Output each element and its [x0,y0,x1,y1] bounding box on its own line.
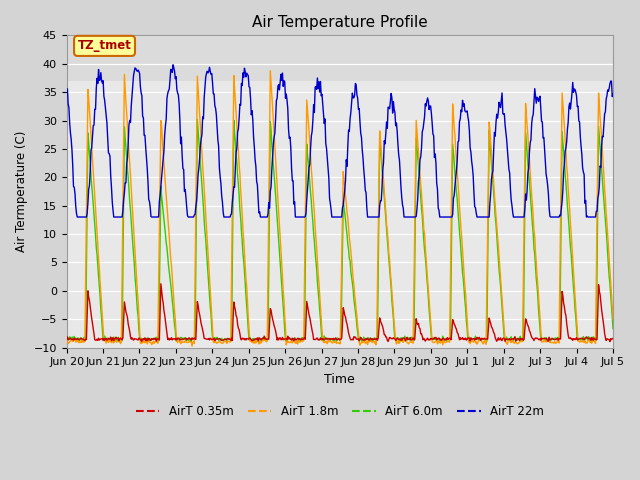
Title: Air Temperature Profile: Air Temperature Profile [252,15,428,30]
Bar [67,36,613,81]
Text: TZ_tmet: TZ_tmet [77,39,131,52]
Y-axis label: Air Termperature (C): Air Termperature (C) [15,131,28,252]
X-axis label: Time: Time [324,373,355,386]
Legend: AirT 0.35m, AirT 1.8m, AirT 6.0m, AirT 22m: AirT 0.35m, AirT 1.8m, AirT 6.0m, AirT 2… [131,400,548,423]
